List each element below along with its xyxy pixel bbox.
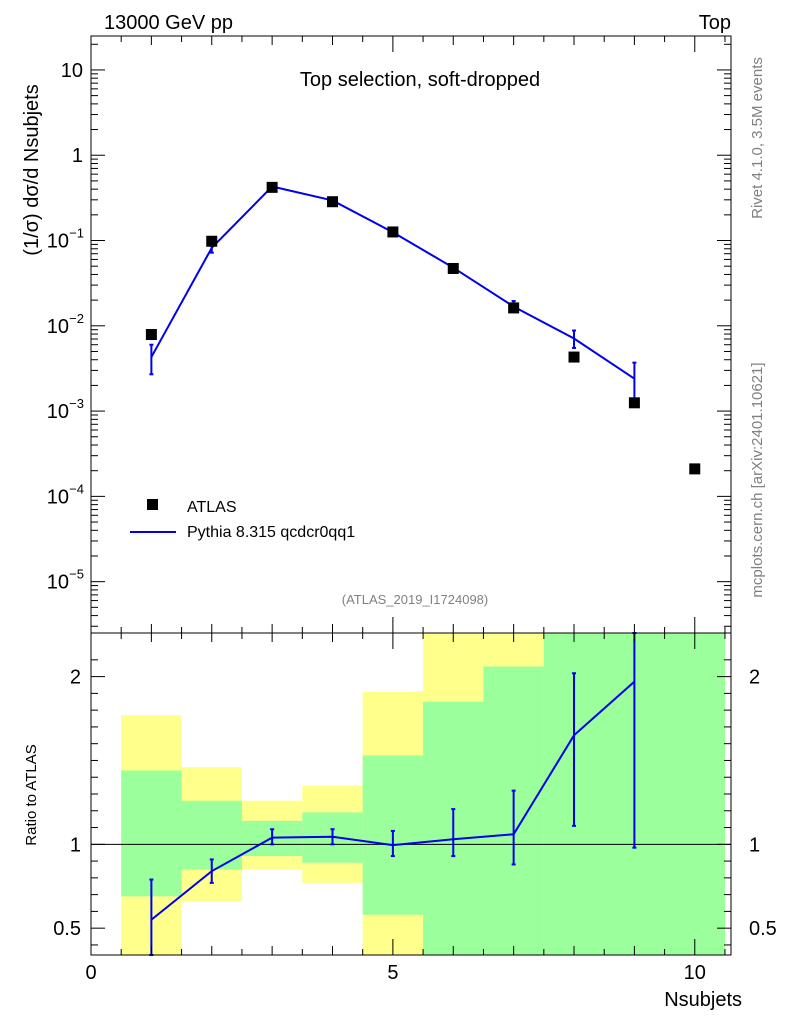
main-ytick-label: 10	[47, 572, 69, 594]
legend-label-atlas: ATLAS	[187, 499, 237, 516]
ratio-ytick-label-right: 1	[749, 834, 760, 856]
pythia-line	[150, 185, 635, 380]
atlas-point	[689, 463, 701, 475]
ratio-panel: 0.5 0.5 1 1 2 2 0 5 10 Ratio to ATLAS Nsubjets	[23, 632, 777, 1011]
main-ytick-label: 10	[47, 486, 69, 508]
ratio-ytick-label-left: 2	[70, 667, 81, 689]
x-axis-label: Nsubjets	[664, 989, 742, 1011]
main-ytick-exponent: −3	[69, 396, 84, 411]
main-title: Top selection, soft-dropped	[300, 69, 540, 91]
header-right: Top	[699, 12, 731, 34]
legend-label-pythia: Pythia 8.315 qcdcr0qq1	[187, 524, 355, 541]
atlas-point	[266, 181, 278, 193]
main-ytick-label: 10	[47, 401, 69, 423]
main-ytick-exponent: −2	[69, 311, 84, 326]
ratio-ytick-label-left: 1	[70, 834, 81, 856]
ratio-ytick-label-left: 0.5	[53, 918, 81, 940]
uncertainty-band-inner	[121, 770, 182, 897]
x-tick-label: 0	[85, 962, 96, 984]
main-ytick-label: 10	[61, 60, 83, 82]
main-ytick-label: 10	[47, 316, 69, 338]
atlas-point	[447, 262, 459, 274]
main-frame	[90, 35, 732, 634]
main-ytick-exponent: −1	[69, 226, 84, 241]
atlas-point	[508, 302, 520, 314]
ratio-ylabel: Ratio to ATLAS	[23, 744, 40, 845]
atlas-point	[568, 351, 580, 363]
atlas-point	[628, 397, 640, 409]
analysis-id: (ATLAS_2019_I1724098)	[342, 592, 488, 607]
x-tick-label: 10	[684, 962, 706, 984]
legend-marker-atlas	[147, 499, 158, 510]
rivet-label: Rivet 4.1.0, 3.5M events	[749, 57, 766, 219]
atlas-point	[387, 226, 399, 238]
uncertainty-band-inner	[181, 800, 242, 870]
header-left: 13000 GeV pp	[104, 12, 233, 34]
main-ytick-exponent: −5	[69, 567, 84, 582]
main-ytick-exponent: −4	[69, 481, 84, 496]
x-tick-label: 5	[387, 962, 398, 984]
main-ylabel-text: (1/σ) dσ/d Nsubjets	[21, 84, 43, 255]
atlas-point	[327, 196, 339, 208]
main-ytick-label: 10	[47, 231, 69, 253]
ratio-ytick-label-right: 2	[749, 667, 760, 689]
main-ylabel: (1/σ) dσ/d Nsubjets	[21, 84, 43, 255]
atlas-point	[206, 235, 218, 247]
atlas-point	[145, 329, 157, 341]
mcplots-label: mcplots.cern.ch [arXiv:2401.10621]	[749, 362, 766, 597]
main-ytick-label: 1	[72, 145, 83, 167]
legend: ATLAS Pythia 8.315 qcdcr0qq1	[130, 499, 355, 541]
ratio-ytick-label-right: 0.5	[749, 918, 777, 940]
